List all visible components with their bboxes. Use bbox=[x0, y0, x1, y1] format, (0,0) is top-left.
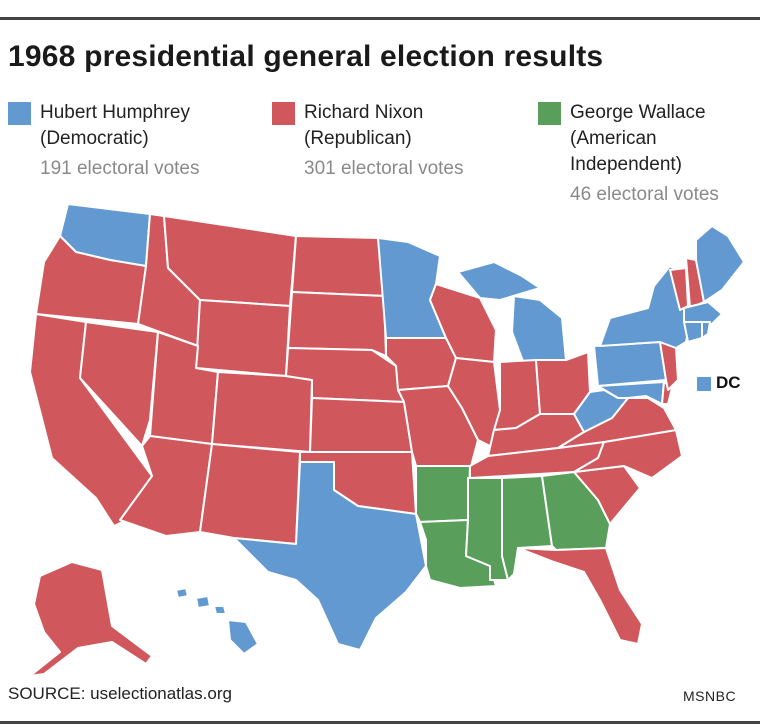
credit-label: MSNBC bbox=[683, 688, 737, 704]
state-nevada bbox=[79, 321, 159, 447]
state-hawaii-2 bbox=[195, 595, 211, 609]
state-texas bbox=[233, 461, 427, 651]
state-massachusetts bbox=[683, 301, 723, 325]
state-iowa bbox=[385, 337, 457, 391]
state-pennsylvania bbox=[593, 341, 667, 387]
bottom-rule bbox=[0, 721, 760, 724]
dc-label: DC bbox=[716, 373, 741, 392]
state-michigan-lower bbox=[511, 295, 567, 365]
state-rhode-island bbox=[701, 321, 711, 339]
map-title: 1968 presidential general election resul… bbox=[8, 40, 604, 73]
state-new-mexico bbox=[199, 443, 301, 545]
state-maine bbox=[695, 225, 745, 303]
legend-votes: 301 electoral votes bbox=[304, 158, 464, 179]
source-note: SOURCE: uselectionatlas.org bbox=[8, 684, 232, 703]
top-rule bbox=[0, 17, 760, 20]
legend-name: Richard Nixon (Republican) bbox=[304, 102, 424, 149]
state-hawaii-3 bbox=[213, 605, 227, 615]
state-north-dakota bbox=[291, 235, 385, 297]
legend-name: Hubert Humphrey (Democratic) bbox=[40, 102, 190, 149]
state-hawaii-4 bbox=[227, 619, 259, 655]
state-michigan-upper bbox=[457, 261, 541, 301]
state-arkansas bbox=[415, 465, 471, 523]
state-arizona bbox=[119, 435, 213, 537]
state-illinois bbox=[447, 357, 501, 449]
state-south-dakota bbox=[287, 291, 387, 357]
state-wyoming bbox=[195, 299, 291, 377]
state-north-carolina bbox=[573, 429, 683, 479]
legend-swatch-republican bbox=[272, 102, 295, 125]
legend-votes: 46 electoral votes bbox=[570, 184, 719, 205]
state-hawaii-1 bbox=[175, 587, 189, 599]
dc-swatch bbox=[697, 377, 711, 391]
state-alaska bbox=[29, 561, 153, 677]
legend-swatch-american-independent bbox=[538, 102, 561, 125]
state-colorado bbox=[211, 371, 313, 453]
legend-votes: 191 electoral votes bbox=[40, 158, 200, 179]
legend-swatch-democratic bbox=[8, 102, 31, 125]
legend-name: George Wallace (American Independent) bbox=[570, 102, 706, 175]
state-connecticut bbox=[683, 321, 703, 343]
state-kansas bbox=[309, 397, 413, 453]
state-florida bbox=[517, 547, 643, 645]
